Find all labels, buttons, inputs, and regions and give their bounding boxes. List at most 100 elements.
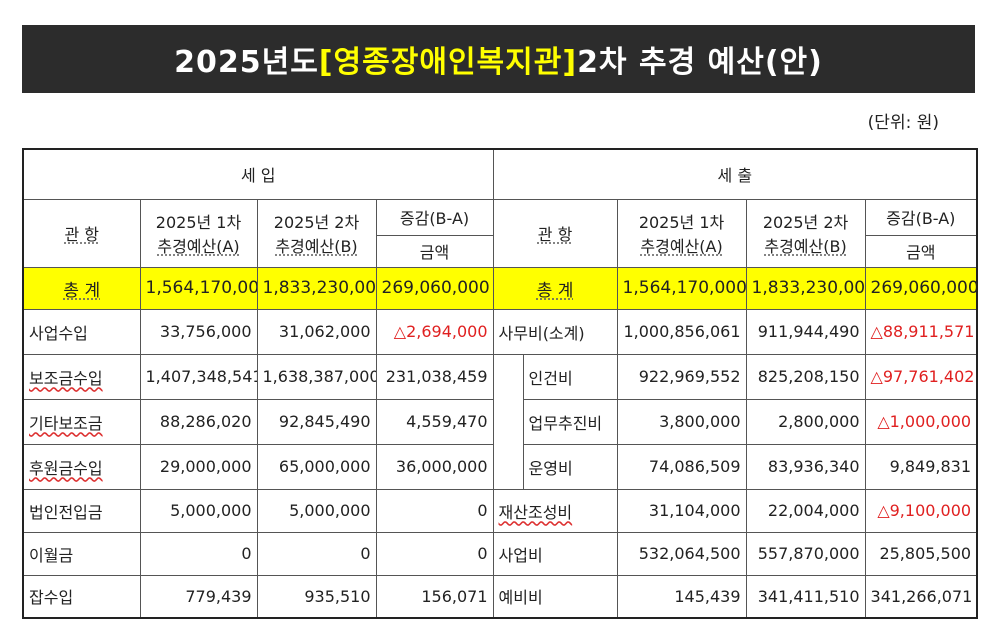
income-col-b-line2: 추경예산(B): [275, 237, 358, 256]
expense-total-text: 총 계: [536, 280, 574, 301]
expense-total-label: 총 계: [492, 266, 618, 310]
income-category-header: 관 항: [22, 198, 141, 268]
expense-item-b: 22,004,000: [745, 488, 866, 533]
expense-item-b: 2,800,000: [745, 398, 866, 445]
income-amount-header: 금액: [375, 234, 494, 268]
income-item-name: 후원금수입: [22, 443, 141, 490]
expense-col-b-header: 2025년 2차 추경예산(B): [745, 198, 866, 268]
expense-col-a-line1: 2025년 1차: [638, 213, 725, 232]
income-item-diff: △2,694,000: [375, 308, 494, 355]
expense-item-diff: △97,761,402: [864, 353, 978, 400]
income-item-a: 33,756,000: [139, 308, 258, 355]
income-item-b: 935,510: [256, 574, 377, 619]
income-item-name: 보조금수입: [22, 353, 141, 400]
income-item-b: 31,062,000: [256, 308, 377, 355]
income-item-a: 29,000,000: [139, 443, 258, 490]
expense-item-b: 557,870,000: [745, 531, 866, 576]
table-row: 보조금수입 1,407,348,541 1,638,387,000 231,03…: [22, 353, 978, 490]
expense-item-diff: 9,849,831: [864, 443, 978, 490]
expense-subgroup-indent: [492, 353, 524, 490]
income-item-diff: 0: [375, 488, 494, 533]
expense-item-diff: △88,911,571: [864, 308, 978, 355]
expense-item-name: 인건비: [522, 353, 618, 400]
income-item-a: 5,000,000: [139, 488, 258, 533]
expense-item-diff: 341,266,071: [864, 574, 978, 619]
income-item-diff: 231,038,459: [375, 353, 494, 400]
income-item-a: 1,407,348,541: [139, 353, 258, 400]
income-total-label: 총 계: [22, 266, 141, 310]
expense-item-diff: 25,805,500: [864, 531, 978, 576]
expense-item-name: 재산조성비: [492, 488, 618, 533]
expense-item-a: 145,439: [616, 574, 747, 619]
expense-item-a: 3,800,000: [616, 398, 747, 445]
table-row: 사업수입 33,756,000 31,062,000 △2,694,000 사무…: [22, 308, 978, 355]
income-item-name: 잡수입: [22, 574, 141, 619]
title-organization: [영종장애인복지관]: [318, 45, 578, 80]
title-prefix: 2025년도: [174, 45, 319, 80]
table-row: 기타보조금 88,286,020 92,845,490 4,559,470 업무…: [22, 398, 978, 445]
expense-item-name-text: 재산조성비: [498, 502, 573, 522]
expense-item-diff: △1,000,000: [864, 398, 978, 445]
expense-item-b: 341,411,510: [745, 574, 866, 619]
expense-item-b: 911,944,490: [745, 308, 866, 355]
expense-item-a: 532,064,500: [616, 531, 747, 576]
income-total-a: 1,564,170,000: [139, 266, 258, 310]
expense-diff-header: 증감(B-A): [864, 198, 978, 236]
income-item-name: 법인전입금: [22, 488, 141, 533]
income-col-b-line1: 2025년 2차: [273, 213, 360, 232]
income-item-diff: 156,071: [375, 574, 494, 619]
expense-item-a: 922,969,552: [616, 353, 747, 400]
income-section-header: 세 입: [22, 148, 494, 200]
expense-item-b: 83,936,340: [745, 443, 866, 490]
income-total-diff: 269,060,000: [375, 266, 494, 310]
expense-col-a-header: 2025년 1차 추경예산(A): [616, 198, 747, 268]
income-total-text: 총 계: [63, 280, 101, 301]
income-item-b: 5,000,000: [256, 488, 377, 533]
income-item-a: 0: [139, 531, 258, 576]
expense-item-a: 74,086,509: [616, 443, 747, 490]
expense-item-b: 825,208,150: [745, 353, 866, 400]
income-item-name-text: 후원금수입: [29, 458, 103, 478]
income-item-name-text: 기타보조금: [29, 413, 103, 433]
expense-item-name: 사무비(소계): [492, 308, 618, 355]
expense-item-name: 운영비: [522, 443, 618, 490]
income-col-a-line1: 2025년 1차: [155, 213, 242, 232]
income-item-name-text: 보조금수입: [29, 368, 103, 388]
expense-amount-header: 금액: [864, 234, 978, 268]
income-col-b-header: 2025년 2차 추경예산(B): [256, 198, 377, 268]
income-item-b: 92,845,490: [256, 398, 377, 445]
income-diff-header: 증감(B-A): [375, 198, 494, 236]
table-row: 법인전입금 5,000,000 5,000,000 0 재산조성비 31,104…: [22, 488, 978, 533]
income-item-name: 기타보조금: [22, 398, 141, 445]
document-title: 2025년도 [영종장애인복지관] 2차 추경 예산(안): [22, 25, 975, 93]
income-col-a-header: 2025년 1차 추경예산(A): [139, 198, 258, 268]
income-total-b: 1,833,230,000: [256, 266, 377, 310]
income-item-name: 이월금: [22, 531, 141, 576]
table-row: 후원금수입 29,000,000 65,000,000 36,000,000 운…: [22, 443, 978, 490]
income-item-a: 88,286,020: [139, 398, 258, 445]
budget-table: 세 입 세 출 관 항 2025년 1차 추경예산(A) 2025년 2차 추경…: [22, 148, 979, 619]
expense-col-a-line2: 추경예산(A): [640, 237, 723, 256]
expense-category-header: 관 항: [492, 198, 618, 268]
expense-total-b: 1,833,230,000: [745, 266, 866, 310]
income-item-diff: 0: [375, 531, 494, 576]
expense-total-diff: 269,060,000: [864, 266, 978, 310]
income-category-label: 관 항: [64, 225, 100, 244]
expense-col-b-line2: 추경예산(B): [764, 237, 847, 256]
income-item-b: 65,000,000: [256, 443, 377, 490]
title-suffix: 2차 추경 예산(안): [577, 45, 823, 80]
income-item-a: 779,439: [139, 574, 258, 619]
table-row: 잡수입 779,439 935,510 156,071 예비비 145,439 …: [22, 574, 978, 619]
expense-total-a: 1,564,170,000: [616, 266, 747, 310]
unit-label: (단위: 원): [867, 113, 939, 133]
expense-section-header: 세 출: [492, 148, 978, 200]
expense-item-name: 업무추진비: [522, 398, 618, 445]
expense-item-name: 사업비: [492, 531, 618, 576]
table-row: 이월금 0 0 0 사업비 532,064,500 557,870,000 25…: [22, 531, 978, 576]
income-item-diff: 36,000,000: [375, 443, 494, 490]
expense-item-name: 예비비: [492, 574, 618, 619]
expense-item-a: 1,000,856,061: [616, 308, 747, 355]
expense-item-diff: △9,100,000: [864, 488, 978, 533]
income-item-b: 1,638,387,000: [256, 353, 377, 400]
income-item-diff: 4,559,470: [375, 398, 494, 445]
